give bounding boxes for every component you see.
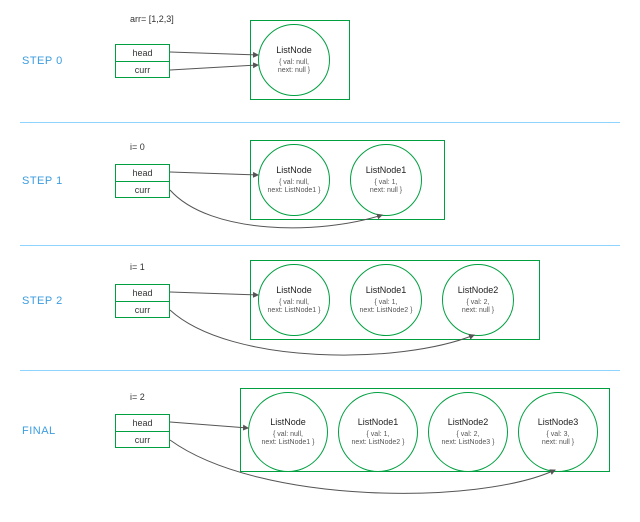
- pointer-box-final: head curr: [115, 414, 170, 448]
- divider-2: [20, 370, 620, 371]
- node-line1: { val: null,: [279, 299, 309, 307]
- header-annotation: arr= [1,2,3]: [130, 14, 174, 24]
- node-title: ListNode: [276, 165, 312, 175]
- annotation-step2: i= 1: [130, 262, 145, 272]
- step-label-2: STEP 2: [22, 295, 63, 307]
- node-line2: next: null }: [370, 187, 402, 195]
- node-final-1: ListNode1 { val: 1, next: ListNode2 }: [338, 392, 418, 472]
- node-line1: { val: null,: [273, 431, 303, 439]
- node-line2: next: ListNode1 }: [262, 439, 315, 447]
- node-step1-1: ListNode1 { val: 1, next: null }: [350, 144, 422, 216]
- node-title: ListNode: [276, 285, 312, 295]
- pointer-curr: curr: [116, 431, 169, 447]
- pointer-head: head: [116, 45, 169, 61]
- node-title: ListNode: [270, 417, 306, 427]
- node-line1: { val: 2,: [457, 431, 480, 439]
- node-title: ListNode2: [448, 417, 489, 427]
- step-label-final: FINAL: [22, 425, 56, 437]
- node-final-0: ListNode { val: null, next: ListNode1 }: [248, 392, 328, 472]
- node-line2: next: ListNode2 }: [360, 307, 413, 315]
- pointer-box-step0: head curr: [115, 44, 170, 78]
- node-title: ListNode1: [358, 417, 399, 427]
- node-line1: { val: null,: [279, 59, 309, 67]
- node-line1: { val: 2,: [467, 299, 490, 307]
- divider-0: [20, 122, 620, 123]
- node-line2: next: null }: [542, 439, 574, 447]
- pointer-box-step1: head curr: [115, 164, 170, 198]
- node-line2: next: ListNode1 }: [268, 187, 321, 195]
- node-line2: next: ListNode2 }: [352, 439, 405, 447]
- node-final-2: ListNode2 { val: 2, next: ListNode3 }: [428, 392, 508, 472]
- node-step1-0: ListNode { val: null, next: ListNode1 }: [258, 144, 330, 216]
- pointer-head: head: [116, 415, 169, 431]
- node-line2: next: null }: [462, 307, 494, 315]
- divider-1: [20, 245, 620, 246]
- pointer-curr: curr: [116, 301, 169, 317]
- pointer-head: head: [116, 285, 169, 301]
- pointer-box-step2: head curr: [115, 284, 170, 318]
- node-title: ListNode1: [366, 285, 407, 295]
- node-line2: next: ListNode3 }: [442, 439, 495, 447]
- node-title: ListNode2: [458, 285, 499, 295]
- node-line1: { val: 1,: [375, 179, 398, 187]
- node-step2-0: ListNode { val: null, next: ListNode1 }: [258, 264, 330, 336]
- node-title: ListNode: [276, 45, 312, 55]
- node-line1: { val: 3,: [547, 431, 570, 439]
- node-title: ListNode1: [366, 165, 407, 175]
- node-line1: { val: null,: [279, 179, 309, 187]
- node-line1: { val: 1,: [375, 299, 398, 307]
- node-final-3: ListNode3 { val: 3, next: null }: [518, 392, 598, 472]
- annotation-final: i= 2: [130, 392, 145, 402]
- pointer-head: head: [116, 165, 169, 181]
- annotation-step1: i= 0: [130, 142, 145, 152]
- pointer-curr: curr: [116, 181, 169, 197]
- node-line2: next: ListNode1 }: [268, 307, 321, 315]
- node-step2-1: ListNode1 { val: 1, next: ListNode2 }: [350, 264, 422, 336]
- pointer-curr: curr: [116, 61, 169, 77]
- node-step2-2: ListNode2 { val: 2, next: null }: [442, 264, 514, 336]
- node-title: ListNode3: [538, 417, 579, 427]
- node-line1: { val: 1,: [367, 431, 390, 439]
- step-label-1: STEP 1: [22, 175, 63, 187]
- node-step0-0: ListNode { val: null, next: null }: [258, 24, 330, 96]
- node-line2: next: null }: [278, 67, 310, 75]
- step-label-0: STEP 0: [22, 55, 63, 67]
